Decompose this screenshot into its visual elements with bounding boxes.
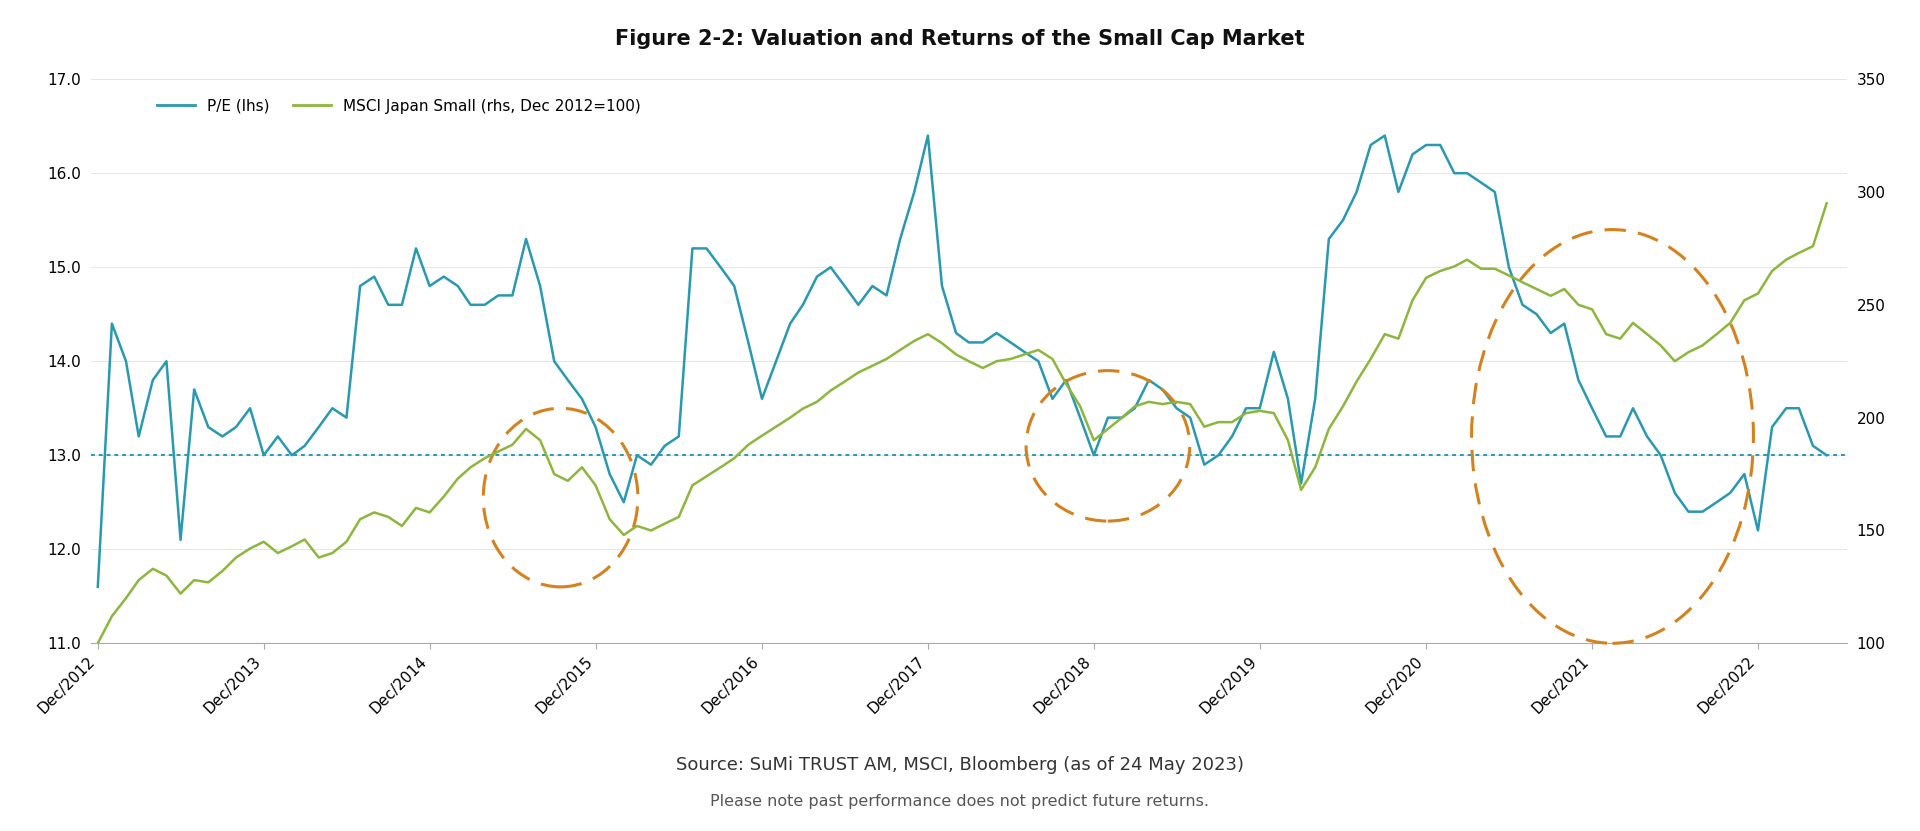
Text: Please note past performance does not predict future returns.: Please note past performance does not pr… [710, 794, 1210, 809]
Text: Source: SuMi TRUST AM, MSCI, Bloomberg (as of 24 May 2023): Source: SuMi TRUST AM, MSCI, Bloomberg (… [676, 756, 1244, 774]
Legend: P/E (lhs), MSCI Japan Small (rhs, Dec 2012=100): P/E (lhs), MSCI Japan Small (rhs, Dec 20… [152, 92, 647, 120]
Text: Figure 2-2: Valuation and Returns of the Small Cap Market: Figure 2-2: Valuation and Returns of the… [614, 29, 1306, 49]
